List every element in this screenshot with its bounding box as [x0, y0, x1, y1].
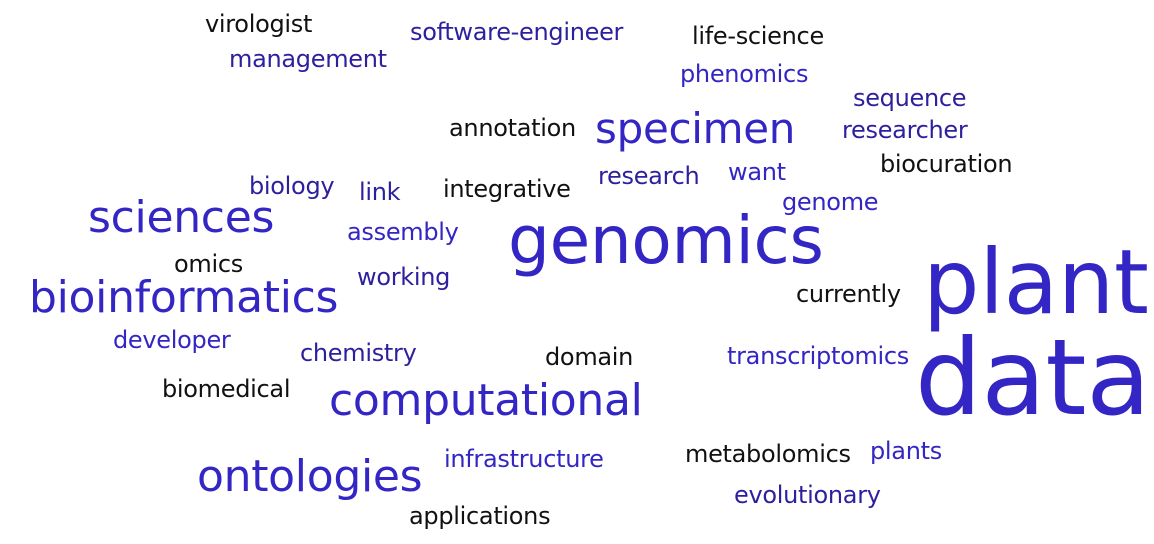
word-domain: domain: [545, 343, 634, 371]
word-annotation: annotation: [449, 114, 576, 142]
word-want: want: [728, 158, 786, 186]
word-plant: plant: [923, 230, 1149, 334]
word-sciences: sciences: [88, 192, 275, 243]
word-assembly: assembly: [347, 218, 459, 246]
word-applications: applications: [409, 502, 551, 530]
word-integrative: integrative: [443, 175, 571, 203]
word-currently: currently: [796, 280, 901, 308]
word-chemistry: chemistry: [300, 339, 417, 367]
word-data: data: [915, 317, 1151, 439]
word-biomedical: biomedical: [162, 375, 291, 403]
word-metabolomics: metabolomics: [685, 440, 851, 468]
word-computational: computational: [329, 375, 643, 426]
word-link: link: [359, 178, 401, 206]
word-infrastructure: infrastructure: [444, 445, 604, 473]
word-ontologies: ontologies: [197, 451, 423, 502]
word-biology: biology: [249, 172, 335, 200]
word-life-science: life-science: [692, 22, 824, 50]
word-researcher: researcher: [842, 116, 968, 144]
word-phenomics: phenomics: [680, 60, 809, 88]
word-bioinformatics: bioinformatics: [29, 272, 339, 323]
word-evolutionary: evolutionary: [734, 481, 881, 509]
word-plants: plants: [870, 437, 942, 465]
word-management: management: [229, 45, 387, 73]
word-software-engineer: software-engineer: [410, 18, 624, 46]
word-genomics: genomics: [508, 202, 824, 279]
word-omics: omics: [174, 250, 243, 278]
word-transcriptomics: transcriptomics: [727, 342, 910, 370]
word-working: working: [357, 263, 451, 291]
word-sequence: sequence: [853, 84, 967, 112]
word-research: research: [598, 162, 700, 190]
word-developer: developer: [113, 326, 231, 354]
word-genome: genome: [782, 188, 879, 216]
word-specimen: specimen: [595, 104, 796, 153]
word-virologist: virologist: [205, 10, 313, 38]
word-biocuration: biocuration: [880, 150, 1013, 178]
